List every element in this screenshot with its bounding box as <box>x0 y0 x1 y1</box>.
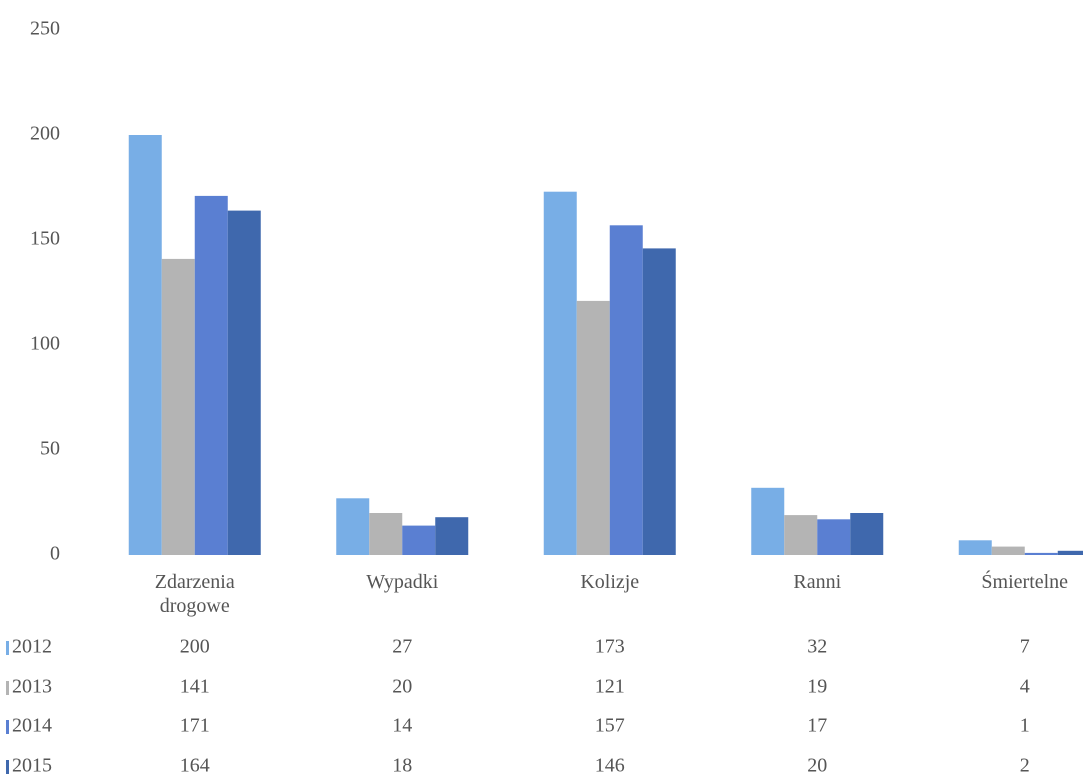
bar <box>991 546 1025 555</box>
table-value: 18 <box>392 755 412 777</box>
table-value: 164 <box>180 755 210 777</box>
bar <box>128 135 162 555</box>
table-value: 4 <box>1020 676 1030 698</box>
bar <box>642 248 676 555</box>
legend-key <box>6 681 9 695</box>
legend-label: 2015 <box>12 755 52 777</box>
table-value: 7 <box>1020 636 1030 658</box>
y-tick-label: 50 <box>40 438 60 460</box>
bar <box>751 487 785 555</box>
x-tick-label: Kolizje <box>580 571 640 593</box>
y-tick-label: 150 <box>30 228 60 250</box>
legend-key <box>6 720 9 734</box>
table-value: 200 <box>180 636 210 658</box>
bar <box>1024 552 1058 555</box>
table-value: 173 <box>595 636 625 658</box>
legend-label: 2014 <box>12 715 52 737</box>
table-value: 20 <box>392 676 412 698</box>
bar <box>543 191 577 555</box>
table-value: 146 <box>595 755 625 777</box>
bar <box>161 258 195 555</box>
table-value: 20 <box>807 755 827 777</box>
x-tick-label: Zdarzenia drogowe <box>154 571 235 617</box>
legend-key <box>6 760 9 774</box>
table-value: 2 <box>1020 755 1030 777</box>
bar <box>435 517 469 555</box>
table-value: 121 <box>595 676 625 698</box>
bar <box>609 225 643 556</box>
table-value: 157 <box>595 715 625 737</box>
bar <box>850 513 884 555</box>
legend-key <box>6 641 9 655</box>
table-value: 141 <box>180 676 210 698</box>
table-value: 32 <box>807 636 827 658</box>
x-tick-label: Śmiertelne <box>981 571 1069 593</box>
table-value: 27 <box>392 636 412 658</box>
bar <box>194 195 228 555</box>
x-tick-label: Wypadki <box>366 571 439 593</box>
bar <box>336 498 370 555</box>
bar <box>958 540 992 555</box>
bar <box>576 300 610 555</box>
legend-label: 2013 <box>12 676 52 698</box>
y-tick-label: 0 <box>50 543 60 565</box>
bar <box>227 210 261 555</box>
table-value: 17 <box>807 715 827 737</box>
bar <box>784 515 818 555</box>
table-value: 19 <box>807 676 827 698</box>
table-value: 171 <box>180 715 210 737</box>
x-tick-label: Ranni <box>793 571 842 593</box>
table-value: 1 <box>1020 715 1030 737</box>
y-tick-label: 100 <box>30 333 60 355</box>
legend-label: 2012 <box>12 636 52 658</box>
table-value: 14 <box>392 715 412 737</box>
y-tick-label: 200 <box>30 123 60 145</box>
bar <box>817 519 851 555</box>
bar <box>402 525 436 555</box>
bar <box>369 513 403 555</box>
y-tick-label: 250 <box>30 18 60 40</box>
bar <box>1057 550 1083 555</box>
